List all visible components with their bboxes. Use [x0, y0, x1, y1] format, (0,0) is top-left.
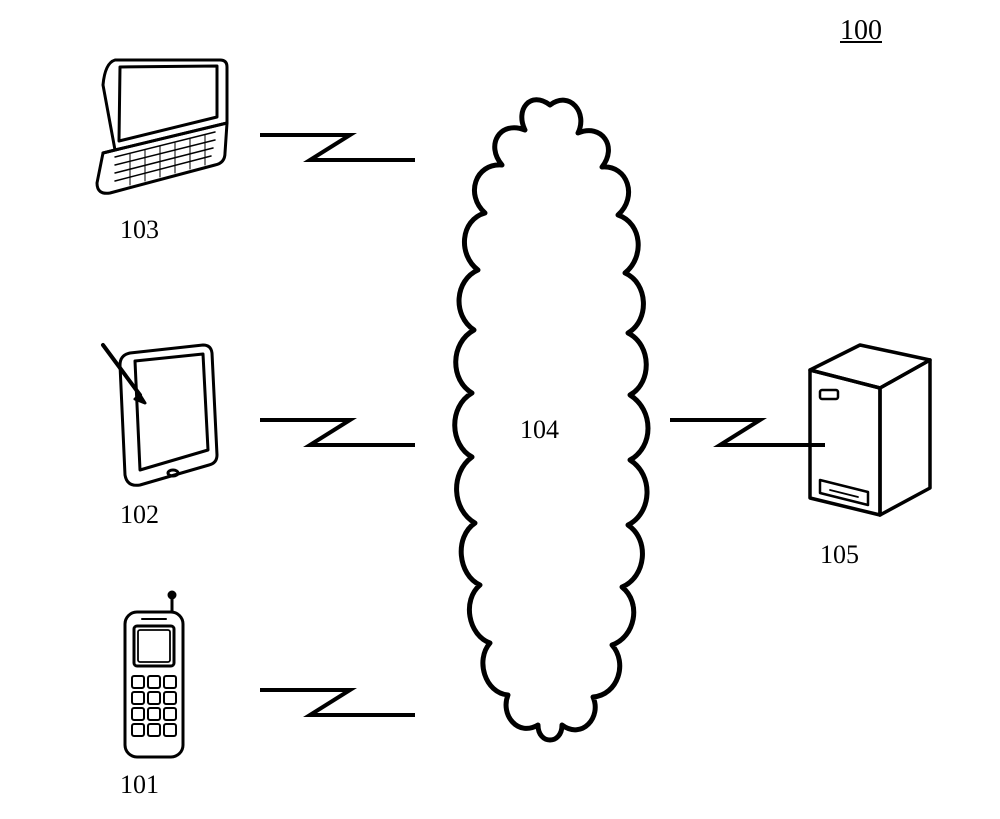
laptop-label: 103	[120, 215, 159, 245]
phone-label: 101	[120, 770, 159, 800]
phone-icon	[100, 590, 210, 770]
diagram-canvas: 100 103	[0, 0, 1000, 819]
tablet-label: 102	[120, 500, 159, 530]
server-label: 105	[820, 540, 859, 570]
wireless-bolt-icon	[665, 395, 835, 475]
wireless-bolt-icon	[255, 395, 425, 475]
tablet-icon	[85, 335, 235, 500]
laptop-icon	[75, 45, 245, 215]
wireless-bolt-icon	[255, 665, 425, 745]
cloud-label: 104	[520, 415, 559, 445]
wireless-bolt-icon	[255, 110, 425, 190]
figure-number: 100	[840, 15, 882, 47]
